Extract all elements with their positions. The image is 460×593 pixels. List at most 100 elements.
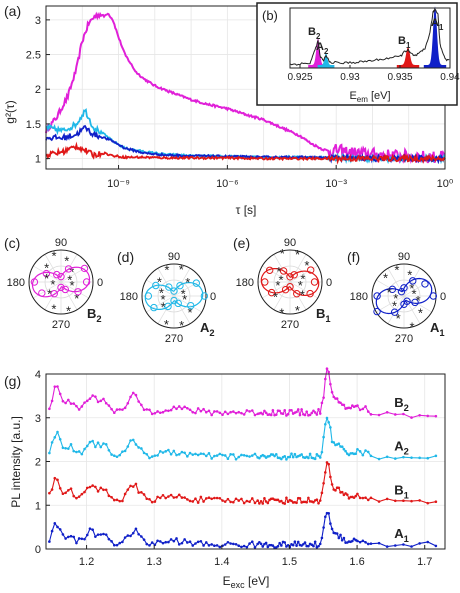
peak-label-A1-sub: 1: [439, 23, 444, 32]
polar-point-circle: [373, 307, 381, 316]
polar-frame: [141, 263, 207, 329]
series-line-A2: [48, 416, 437, 461]
panel-a-xlabel: τ [s]: [236, 203, 257, 217]
polar-point-circle: [57, 283, 65, 292]
polar-point-star: *: [415, 293, 420, 308]
polar-point-star: *: [279, 273, 284, 288]
polar-point-star: *: [387, 285, 392, 300]
x-tick-label: 1.4: [214, 556, 229, 568]
polar-series-label-A1-main: A: [430, 320, 440, 335]
angle-label-90: 90: [168, 251, 180, 263]
polar-point-star: *: [396, 311, 401, 326]
series-markers-B1: [48, 461, 438, 505]
polar-series-label-A2: A2: [200, 320, 215, 338]
peak-A2: [317, 53, 335, 68]
angle-label-180: 180: [120, 291, 138, 303]
series-line-B1: [45, 141, 446, 165]
polar-point-star: *: [64, 254, 69, 269]
peak-B2: [308, 38, 328, 68]
series-label-B2-sub: 2: [404, 403, 409, 413]
angle-label-180: 180: [350, 291, 368, 303]
polar-fit: [375, 277, 433, 315]
angle-label-180: 180: [7, 277, 25, 289]
series-label-B2: B2: [394, 395, 409, 413]
polar-point-star: *: [185, 275, 190, 290]
polar-point-star: *: [164, 262, 169, 277]
polar-point-circle: [192, 279, 201, 287]
polar-spoke: [157, 295, 175, 324]
polar-point-circle: [150, 303, 158, 312]
angle-label-90: 90: [284, 237, 296, 249]
polar-point-circle: [38, 289, 46, 297]
series-markers-A2: [48, 416, 438, 461]
x-tick-label: 10⁻³: [325, 178, 347, 190]
polar-point-circle: [409, 277, 417, 285]
polar-point-circle: [310, 278, 319, 286]
polar-point-star: *: [298, 278, 303, 293]
x-tick-label: 10⁻⁹: [107, 178, 130, 190]
polar-series-label-B2-sub: 2: [96, 314, 101, 324]
polar-point-circle: [279, 267, 288, 275]
x-tick-label: 1.6: [349, 556, 364, 568]
panel-a-ticks: 1 1.5 2 2.5 3 10⁻⁹ 10⁻⁶ 10⁻³ 10⁰: [26, 15, 454, 190]
angle-label-90: 90: [55, 237, 67, 249]
polar-point-star: *: [392, 298, 397, 313]
polar-point-star: *: [300, 287, 305, 302]
polar-point-star: *: [276, 264, 281, 279]
polar-point-circle: [390, 308, 399, 316]
polar-point-circle: [429, 292, 438, 300]
x-tick-label: 1.5: [282, 556, 297, 568]
polar-point-circle: [57, 272, 65, 281]
y-tick-label: 2: [35, 84, 41, 96]
peak-label-A2-main: A: [316, 41, 324, 53]
panel-label-b: (b): [262, 8, 278, 23]
polar-point-star: *: [187, 305, 192, 320]
polar-point-circle: [397, 287, 406, 296]
polar-point-circle: [152, 281, 160, 290]
panel-g-ticks: 1.2 1.3 1.4 1.5 1.6 1.7 0 1 2 3 4: [35, 369, 432, 568]
polar-point-circle: [261, 278, 269, 286]
polar-point-circle: [80, 264, 89, 273]
polar-fit: [31, 266, 91, 298]
x-tick-label: 0.935: [387, 72, 412, 83]
polar-spoke: [289, 281, 307, 310]
angle-label-270: 270: [281, 319, 299, 331]
polar-point-circle: [403, 297, 411, 305]
polar-series-label-B1-sub: 1: [325, 314, 330, 324]
polar-point-circle: [176, 281, 184, 290]
y-tick-label: 2.5: [26, 50, 41, 62]
x-tick-label: 1.3: [147, 556, 162, 568]
x-tick-label: 0.925: [287, 72, 312, 83]
polar-point-star: *: [275, 278, 280, 293]
series-label-A1-main: A: [394, 526, 404, 541]
angle-label-0: 0: [97, 277, 103, 289]
polar-point-star: *: [300, 272, 305, 287]
polar-point-circle: [187, 301, 195, 310]
polar-point-circle: [170, 287, 178, 295]
x-tick-label: 1.2: [79, 556, 94, 568]
polar-point-circle: [400, 284, 408, 292]
polar-point-star: *: [393, 291, 398, 306]
polar-point-star: *: [66, 304, 71, 319]
peak-B1: [396, 47, 420, 68]
polar-point-star: *: [161, 292, 166, 307]
peak-label-B2: B2: [308, 26, 321, 41]
polar-point-star: *: [411, 286, 416, 301]
polar-point-star: *: [418, 306, 423, 321]
peak-label-A2: A2: [316, 41, 329, 56]
series-label-B1-sub: 1: [404, 490, 409, 500]
series-line-A1: [48, 512, 437, 549]
angle-label-90: 90: [398, 251, 410, 263]
polar-point-circle: [64, 265, 73, 273]
polar-point-star: *: [295, 303, 300, 318]
panel-label-f: (f): [347, 249, 360, 265]
polar-point-circle: [307, 266, 315, 274]
polar-point-star: *: [280, 246, 285, 261]
y-tick-label: 1.5: [26, 119, 41, 131]
polar-point-star: *: [179, 318, 184, 333]
angle-label-270: 270: [395, 333, 413, 345]
panel-b-ticks: 0.925 0.93 0.935 0.94: [287, 65, 460, 83]
polar-point-star: *: [181, 287, 186, 302]
polar-point-star: *: [67, 273, 72, 288]
